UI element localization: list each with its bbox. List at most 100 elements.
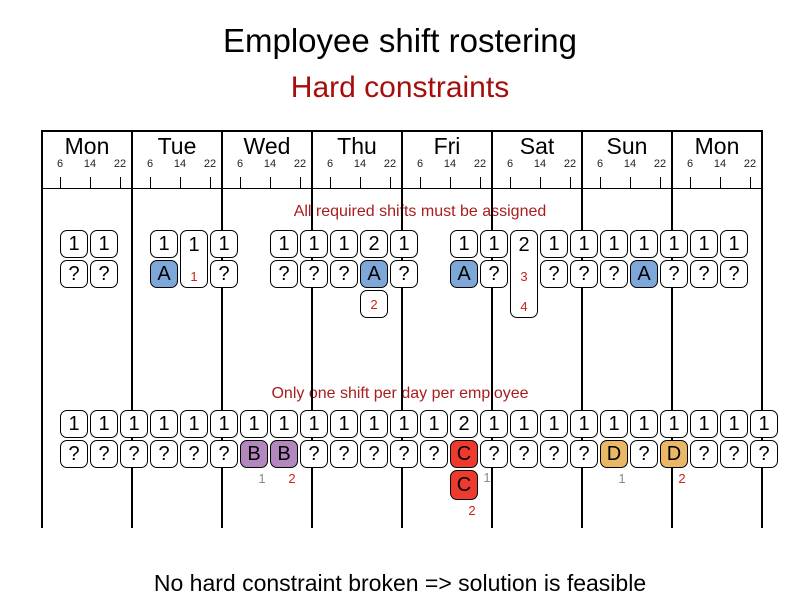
hour-tick <box>630 177 631 188</box>
assignment-box: ? <box>570 260 598 288</box>
assignment-box: ? <box>690 440 718 468</box>
hour-tick <box>660 177 661 188</box>
required-count-box: 1 <box>540 410 568 438</box>
footer-text: No hard constraint broken => solution is… <box>153 570 647 596</box>
hour-label: 14 <box>443 158 457 170</box>
day-gridline <box>581 130 583 528</box>
hour-tick <box>300 177 301 188</box>
required-count-box: 1 <box>630 410 658 438</box>
assignment-box: ? <box>360 440 388 468</box>
required-count-box: 1 <box>210 230 238 258</box>
shift-index-note: 1 <box>258 471 266 486</box>
required-count-box: 1 <box>90 410 118 438</box>
hour-label: 6 <box>416 158 424 170</box>
hour-label: 14 <box>173 158 187 170</box>
required-count-box: 1 <box>660 410 688 438</box>
required-count-box: 1 <box>600 230 628 258</box>
required-count-box: 1 <box>300 230 328 258</box>
hour-tick <box>420 177 421 188</box>
required-count: 1 <box>188 234 200 256</box>
required-count-box: 1 <box>420 410 448 438</box>
required-count-box: 2 <box>450 410 478 438</box>
day-label: Tue <box>157 133 197 159</box>
hour-label: 6 <box>596 158 604 170</box>
unassigned-shift-id: 3 <box>520 269 528 284</box>
hour-tick <box>90 177 91 188</box>
day-label: Thu <box>337 133 377 159</box>
hour-tick <box>720 177 721 188</box>
day-label: Wed <box>243 133 291 159</box>
required-count-box: 1 <box>690 410 718 438</box>
hour-tick <box>210 177 211 188</box>
hour-label: 6 <box>236 158 244 170</box>
assignment-box: ? <box>750 440 778 468</box>
hour-label: 14 <box>263 158 277 170</box>
assignment-box: ? <box>570 440 598 468</box>
assignment-box: ? <box>390 260 418 288</box>
required-count-box: 1 <box>240 410 268 438</box>
shift-index-note: 1 <box>483 470 491 485</box>
hour-label: 22 <box>653 158 667 170</box>
assignment-box: B <box>240 440 268 468</box>
hour-tick <box>570 177 571 188</box>
unassigned-shift-id: 1 <box>190 269 198 284</box>
required-count-box: 1 <box>270 230 298 258</box>
hour-tick <box>270 177 271 188</box>
hour-tick <box>390 177 391 188</box>
day-gridline <box>221 130 223 528</box>
day-label: Sat <box>519 133 555 159</box>
required-count-box: 1 <box>60 230 88 258</box>
hour-tick <box>60 177 61 188</box>
required-count-box: 1 <box>450 230 478 258</box>
assignment-box: ? <box>600 260 628 288</box>
unassigned-shift-box: 2 3 4 <box>510 230 538 318</box>
assignment-box: ? <box>510 440 538 468</box>
assignment-box: ? <box>210 260 238 288</box>
extra-unassigned-shift-box: 2 <box>360 290 388 318</box>
required-count-box: 1 <box>570 230 598 258</box>
required-count-box: 1 <box>720 230 748 258</box>
day-gridline <box>131 130 133 528</box>
day-label: Mon <box>694 133 740 159</box>
assignment-box: ? <box>480 440 508 468</box>
required-count-box: 1 <box>270 410 298 438</box>
required-count-box: 1 <box>540 230 568 258</box>
hour-label: 14 <box>353 158 367 170</box>
assignment-box: ? <box>540 260 568 288</box>
hour-label: 6 <box>56 158 64 170</box>
assignment-box: ? <box>690 260 718 288</box>
hour-label: 6 <box>686 158 694 170</box>
assignment-box: ? <box>300 440 328 468</box>
required-count-box: 1 <box>690 230 718 258</box>
assignment-box: ? <box>90 440 118 468</box>
day-gridline <box>41 130 43 528</box>
day-gridline <box>491 130 493 528</box>
hour-tick <box>240 177 241 188</box>
required-count-box: 1 <box>210 410 238 438</box>
assignment-box: ? <box>630 440 658 468</box>
day-gridline <box>401 130 403 528</box>
assignment-box: ? <box>150 440 178 468</box>
assignment-box: ? <box>210 440 238 468</box>
page-subtitle: Hard constraints <box>290 71 510 104</box>
required-count-box: 1 <box>90 230 118 258</box>
required-count-box: 1 <box>390 410 418 438</box>
hour-label: 22 <box>203 158 217 170</box>
day-gridline <box>671 130 673 528</box>
required-count-box: 1 <box>390 230 418 258</box>
assignment-box: ? <box>120 440 148 468</box>
hour-tick <box>690 177 691 188</box>
hour-tick <box>600 177 601 188</box>
required-count-box: 1 <box>570 410 598 438</box>
stacked-assignment-box: C <box>450 470 478 500</box>
assignment-box: ? <box>390 440 418 468</box>
required-count-box: 1 <box>120 410 148 438</box>
hour-label: 6 <box>506 158 514 170</box>
hour-label: 22 <box>563 158 577 170</box>
required-count-box: 1 <box>510 410 538 438</box>
required-count: 2 <box>518 234 530 256</box>
page-title: Employee shift rostering <box>223 22 577 59</box>
assignment-box: C <box>450 440 478 468</box>
shift-index-note: 2 <box>468 503 476 518</box>
